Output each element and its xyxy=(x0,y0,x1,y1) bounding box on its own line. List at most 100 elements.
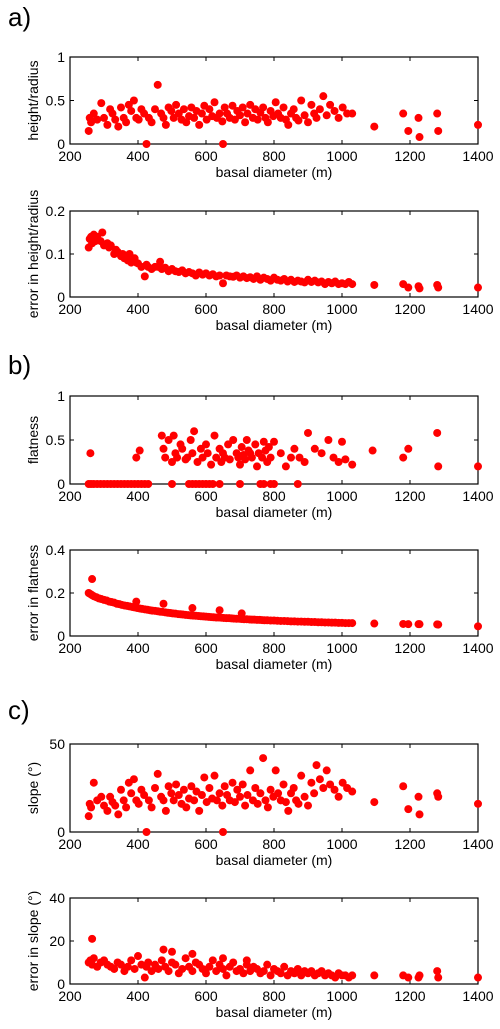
y-tick-label: 0.2 xyxy=(46,585,66,601)
data-point xyxy=(237,609,246,618)
data-point xyxy=(111,115,120,124)
data-point xyxy=(304,428,312,437)
panel-label: b) xyxy=(8,350,31,380)
data-point xyxy=(127,956,136,965)
data-point xyxy=(111,801,120,810)
x-tick-label: 600 xyxy=(194,301,218,317)
data-point xyxy=(399,782,408,791)
data-point xyxy=(263,118,272,127)
data-point xyxy=(110,964,119,973)
data-point xyxy=(129,775,138,784)
data-point xyxy=(97,99,106,108)
data-point xyxy=(266,785,275,794)
data-point xyxy=(253,462,261,471)
x-tick-label: 800 xyxy=(262,148,286,164)
data-point xyxy=(293,480,302,488)
data-point xyxy=(161,453,170,462)
data-point xyxy=(140,272,149,281)
data-point xyxy=(284,120,293,129)
y-axis-label: error in flatness xyxy=(25,545,41,641)
data-point xyxy=(151,784,159,792)
data-point xyxy=(370,122,379,131)
data-point xyxy=(205,105,214,114)
x-tick-label: 600 xyxy=(194,836,218,852)
data-point xyxy=(202,969,210,978)
data-point xyxy=(330,785,339,794)
data-point xyxy=(129,96,138,105)
data-point xyxy=(188,604,197,613)
data-point xyxy=(274,789,283,798)
data-point xyxy=(433,428,442,437)
data-point xyxy=(103,120,112,129)
data-point xyxy=(348,109,357,118)
x-tick-label: 800 xyxy=(262,488,286,504)
data-point xyxy=(122,803,131,812)
data-point xyxy=(229,436,238,444)
x-tick-label: 200 xyxy=(58,836,82,852)
data-point xyxy=(84,812,93,821)
x-tick-label: 200 xyxy=(58,488,82,504)
data-point xyxy=(271,98,280,107)
data-point xyxy=(229,958,238,967)
data-point xyxy=(368,446,377,455)
x-axis-label: basal diameter (m) xyxy=(216,1004,333,1020)
data-point xyxy=(236,792,244,801)
data-point xyxy=(167,106,176,115)
data-point xyxy=(190,113,199,122)
data-point xyxy=(164,967,173,976)
data-point xyxy=(399,453,408,462)
y-tick-label: 0 xyxy=(57,824,65,840)
data-point xyxy=(237,443,246,452)
data-point xyxy=(474,973,482,982)
data-point xyxy=(330,106,339,115)
data-point xyxy=(153,80,162,89)
data-point xyxy=(132,597,141,606)
data-point xyxy=(208,480,217,488)
data-point xyxy=(178,444,187,453)
x-tick-label: 600 xyxy=(194,488,218,504)
data-point xyxy=(270,437,278,446)
data-point xyxy=(187,782,196,791)
data-point xyxy=(404,126,413,135)
data-point xyxy=(215,109,224,118)
data-point xyxy=(324,436,333,444)
data-point xyxy=(281,798,290,807)
data-point xyxy=(281,462,290,471)
data-point xyxy=(114,810,123,819)
data-point xyxy=(322,766,331,775)
y-tick-label: 1 xyxy=(57,49,65,65)
data-point xyxy=(212,967,221,976)
data-point xyxy=(159,599,168,608)
x-tick-label: 800 xyxy=(262,988,286,1004)
data-point xyxy=(219,279,227,288)
data-point xyxy=(197,109,206,118)
data-point xyxy=(157,431,166,440)
data-point xyxy=(140,973,149,982)
data-point xyxy=(334,113,343,122)
data-point xyxy=(156,257,165,266)
x-tick-label: 1400 xyxy=(462,148,493,164)
data-point xyxy=(290,444,299,453)
data-point xyxy=(88,575,97,584)
data-point xyxy=(241,118,250,127)
y-tick-label: 0 xyxy=(57,476,65,492)
data-point xyxy=(326,780,335,789)
data-point xyxy=(218,801,227,810)
x-tick-label: 1000 xyxy=(326,148,357,164)
x-axis-label: basal diameter (m) xyxy=(216,317,333,333)
data-point xyxy=(215,480,224,488)
data-point xyxy=(236,460,244,469)
data-point xyxy=(219,828,227,836)
data-point xyxy=(167,789,176,798)
data-point xyxy=(159,796,168,805)
data-point xyxy=(218,117,227,126)
data-point xyxy=(370,619,379,628)
y-tick-label: 0.2 xyxy=(46,203,66,219)
data-point xyxy=(117,785,125,794)
data-point xyxy=(123,962,132,971)
data-point xyxy=(280,962,289,971)
data-point xyxy=(415,620,424,629)
y-tick-label: 1 xyxy=(57,388,65,404)
x-tick-label: 400 xyxy=(126,836,150,852)
data-point xyxy=(312,113,321,122)
